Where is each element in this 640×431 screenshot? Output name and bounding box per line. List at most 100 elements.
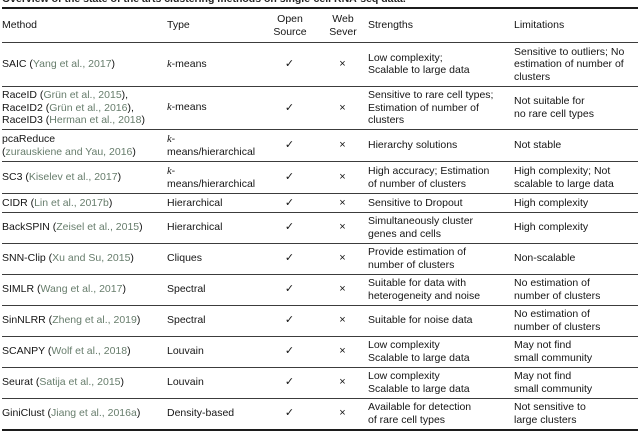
check-icon: ✓ (284, 283, 295, 296)
open-source-cell: ✓ (262, 397, 320, 430)
method-name-text: SNN-Clip ( (2, 252, 53, 265)
check-icon: ✓ (284, 345, 295, 358)
cross-icon: × (339, 345, 346, 358)
web-server-cell: × (320, 193, 368, 212)
limitations-cell: High complexity; Not scalable to large d… (514, 161, 638, 194)
strengths-cell: Low complexity Scalable to large data (368, 335, 514, 367)
method-name-text: pcaReduce (2, 133, 56, 145)
method-cell: CIDR (Lin et al., 2017b) (2, 193, 167, 212)
type-text: Cliques (167, 252, 203, 265)
method-line: RaceID2 (Grün et al., 2016), (2, 102, 164, 115)
web-server-cell: × (320, 85, 368, 130)
type-cell: Louvain (167, 366, 262, 398)
table-row: RaceID (Grün et al., 2015), RaceID2 (Grün… (2, 85, 638, 130)
cross-icon: × (339, 252, 346, 265)
limitations-cell: Sensitive to outliers; No estimation of … (514, 45, 625, 83)
method-name-text: RaceID ( (2, 89, 44, 101)
cross-icon: × (339, 171, 346, 184)
method-name-text: ) (122, 283, 126, 296)
citation-text: Kiselev et al., 2017 (28, 171, 118, 184)
clustering-methods-table: Method Type Open Source Web Sever Streng… (2, 7, 638, 431)
cross-icon: × (339, 139, 346, 152)
check-icon: ✓ (284, 376, 295, 389)
type-text: Hierarchical (167, 221, 223, 234)
strengths-cell: High accuracy; Estimation of number of c… (368, 161, 514, 194)
type-cell: k-means/hierarchical (167, 129, 262, 162)
type-cell: Cliques (167, 242, 262, 274)
open-source-cell: ✓ (262, 161, 320, 194)
web-server-cell: × (320, 273, 368, 305)
strengths-cell: Simultaneously cluster genes and cells (368, 211, 514, 243)
check-icon: ✓ (284, 407, 295, 420)
limitations-cell: Not sensitive to large clusters (514, 397, 638, 430)
web-server-cell: × (320, 242, 368, 274)
type-cell: k-means (167, 85, 262, 130)
table-row: SinNLRR (Zheng et al., 2019) Spectral ✓ × Su… (2, 304, 638, 336)
type-cell: Hierarchical (167, 193, 262, 212)
table-row: SAIC (Yang et al., 2017) k-means ✓ × Low com… (2, 43, 638, 87)
method-name-text: ) (111, 58, 116, 70)
open-source-cell: ✓ (262, 273, 320, 305)
method-name-text: ) (117, 171, 122, 184)
citation-text: Grün et al., 2015 (43, 89, 122, 101)
web-server-cell: × (320, 397, 368, 430)
check-icon: ✓ (284, 314, 295, 327)
citation-text: Yang et al., 2017 (32, 58, 112, 70)
method-name-text: ), (121, 89, 129, 101)
cross-icon: × (339, 58, 346, 70)
table-row: SCANPY (Wolf et al., 2018) Louvain ✓ × Low c… (2, 335, 638, 367)
citation-text: Zeisel et al., 2015 (56, 221, 140, 234)
type-text: Louvain (167, 345, 204, 358)
type-text: k (167, 58, 172, 70)
limitations-cell: No estimation of number of clusters (514, 304, 638, 336)
method-name-text: SinNLRR ( (2, 314, 53, 327)
column-header-limitations: Limitations (514, 8, 638, 43)
check-icon: ✓ (284, 101, 295, 114)
limitations-cell: High complexity (514, 211, 638, 243)
web-server-cell: × (320, 366, 368, 398)
method-name-text: ) (136, 407, 141, 420)
cross-icon: × (339, 407, 346, 420)
cross-icon: × (339, 314, 346, 327)
open-source-cell: ✓ (262, 43, 320, 87)
limitations-cell: Non-scalable (514, 242, 638, 274)
method-line: RaceID3 (Herman et al., 2018) (2, 114, 164, 127)
type-text: Density-based (167, 407, 235, 420)
method-cell: SC3 (Kiselev et al., 2017) (2, 161, 167, 194)
method-line: BackSPIN (Zeisel et al., 2015) (2, 221, 164, 234)
method-cell: SinNLRR (Zheng et al., 2019) (2, 304, 167, 336)
web-server-cell: × (320, 161, 368, 194)
type-text: -means/hierarchical (167, 132, 256, 159)
method-name-text: RaceID2 ( (2, 101, 50, 114)
cross-icon: × (339, 101, 346, 114)
check-icon: ✓ (284, 139, 295, 152)
method-name-text: ) (139, 221, 143, 234)
open-source-cell: ✓ (262, 129, 320, 162)
open-source-cell: ✓ (262, 335, 320, 367)
check-icon: ✓ (284, 252, 295, 265)
method-name-text: ), (127, 101, 134, 114)
type-text: -means (171, 57, 207, 70)
method-name-text: ) (108, 196, 113, 209)
cross-icon: × (339, 283, 346, 296)
method-name-text: ) (127, 345, 131, 358)
citation-text: zurauskiene and Yau, 2016 (5, 145, 133, 158)
method-name-text: ) (132, 145, 136, 158)
web-server-cell: × (320, 211, 368, 243)
method-name-text: Seurat ( (2, 376, 40, 389)
open-source-cell: ✓ (262, 193, 320, 212)
open-source-cell: ✓ (262, 366, 320, 398)
check-icon: ✓ (284, 58, 295, 70)
strengths-cell: Sensitive to rare cell types; Estimation… (368, 85, 514, 130)
table-header: Method Type Open Source Web Sever Streng… (2, 8, 638, 43)
citation-text: Satija et al., 2015 (39, 376, 121, 389)
strengths-cell: Suitable for data with heterogeneity and… (368, 273, 514, 305)
column-header-open-source: Open Source (262, 8, 320, 43)
open-source-cell: ✓ (262, 242, 320, 274)
type-text: Spectral (167, 314, 206, 327)
method-cell: GiniClust (Jiang et al., 2016a) (2, 397, 167, 430)
method-line: SAIC (Yang et al., 2017) (2, 58, 164, 71)
citation-text: Xu and Su, 2015 (52, 252, 131, 265)
cross-icon: × (339, 376, 346, 389)
